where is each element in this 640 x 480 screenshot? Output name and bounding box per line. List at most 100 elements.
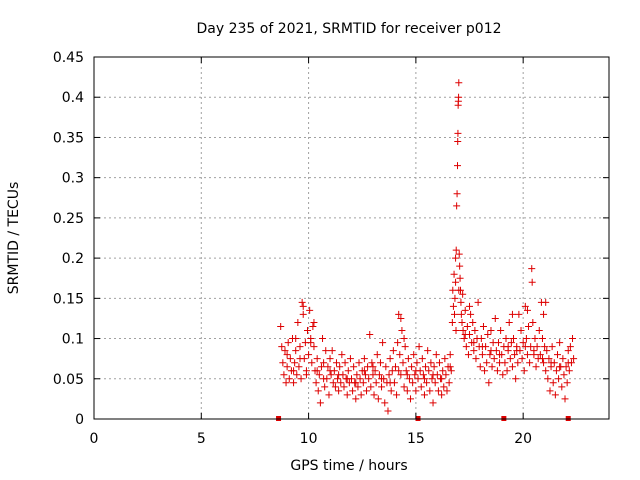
data-point (350, 363, 358, 371)
data-point (326, 355, 334, 363)
data-point (407, 395, 415, 403)
data-point (304, 327, 312, 335)
data-point (356, 375, 364, 383)
data-point (521, 302, 529, 310)
data-point (282, 379, 290, 387)
data-point (295, 363, 303, 371)
data-point (352, 395, 360, 403)
data-point (403, 387, 411, 395)
data-point (375, 371, 383, 379)
data-point (564, 359, 572, 367)
data-point (360, 355, 368, 363)
data-point (281, 347, 289, 355)
data-point (373, 351, 381, 359)
plot-frame (93, 56, 610, 420)
data-point (357, 391, 365, 399)
data-point (317, 363, 325, 371)
data-point (320, 375, 328, 383)
data-point (325, 391, 333, 399)
data-point (294, 318, 302, 326)
data-point (367, 383, 375, 391)
data-point (292, 347, 300, 355)
data-point (453, 202, 461, 210)
data-point (446, 363, 454, 371)
data-point (372, 379, 380, 387)
data-point (441, 355, 449, 363)
data-point (449, 302, 457, 310)
data-point (418, 355, 426, 363)
data-point (561, 395, 569, 403)
data-point (397, 314, 405, 322)
data-point (278, 343, 286, 351)
data-point (298, 298, 306, 306)
data-point (305, 351, 313, 359)
data-point (296, 343, 304, 351)
data-point (481, 367, 489, 375)
data-point (313, 367, 321, 375)
data-point (486, 351, 494, 359)
data-point (361, 371, 369, 379)
data-point (382, 363, 390, 371)
data-point (483, 359, 491, 367)
data-point (440, 383, 448, 391)
data-point (538, 355, 546, 363)
data-point (442, 371, 450, 379)
data-point (368, 359, 376, 367)
data-point (506, 355, 514, 363)
data-point (505, 318, 513, 326)
data-point (343, 375, 351, 383)
y-tick-label: 0.3 (62, 171, 84, 187)
data-point (456, 274, 464, 282)
data-point (394, 339, 402, 347)
data-point (359, 379, 367, 387)
y-tick-label: 0.25 (53, 211, 84, 227)
data-point (446, 351, 454, 359)
data-point (293, 371, 301, 379)
data-point (355, 359, 363, 367)
data-point (445, 379, 453, 387)
data-point (412, 387, 420, 395)
x-tick-label: 15 (407, 431, 425, 447)
data-point (488, 363, 496, 371)
grid (94, 57, 609, 419)
data-point (493, 367, 501, 375)
y-tick-label: 0.4 (62, 90, 84, 106)
data-point (447, 367, 455, 375)
data-point (462, 343, 470, 351)
data-point (456, 262, 464, 270)
data-point (554, 351, 561, 359)
data-point (429, 371, 437, 379)
data-point (310, 318, 318, 326)
data-point (398, 327, 406, 335)
data-point (302, 371, 310, 379)
data-point (400, 383, 408, 391)
data-point (471, 327, 479, 335)
data-point (548, 343, 556, 351)
data-point (538, 335, 546, 343)
data-point (459, 327, 467, 335)
data-point (408, 363, 416, 371)
data-point (353, 371, 361, 379)
data-point (490, 355, 498, 363)
data-point (529, 318, 537, 326)
data-point (336, 363, 344, 371)
data-point (540, 359, 548, 367)
data-point (366, 331, 374, 339)
data-point (470, 347, 478, 355)
data-point (320, 359, 328, 367)
data-point (338, 351, 346, 359)
data-point (451, 310, 458, 318)
data-point (485, 379, 493, 387)
data-point (334, 375, 342, 383)
data-point (439, 367, 447, 375)
data-point (452, 327, 460, 335)
data-point (426, 387, 434, 395)
data-point (331, 383, 339, 391)
data-point (322, 347, 330, 355)
data-point (457, 298, 465, 306)
data-point (519, 339, 527, 347)
data-point (460, 335, 468, 343)
data-point (508, 310, 516, 318)
data-point (381, 399, 389, 407)
data-point (420, 375, 428, 383)
